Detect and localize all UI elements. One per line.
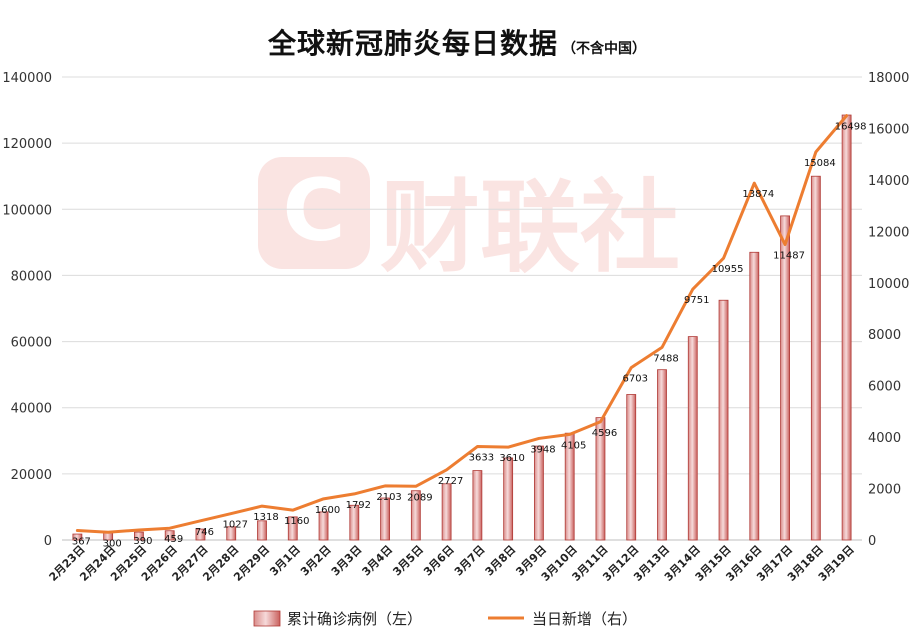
watermark: C 财联社 xyxy=(258,157,680,286)
legend-bar-swatch xyxy=(253,610,281,627)
bar xyxy=(472,470,483,541)
bar xyxy=(595,417,606,541)
watermark-logo-icon xyxy=(258,157,370,269)
y-right-tick-label: 2000 xyxy=(868,483,901,498)
bar xyxy=(441,483,452,541)
bar xyxy=(349,504,360,541)
line-data-label: 16498 xyxy=(835,122,867,133)
x-tick-label: 3月7日 xyxy=(452,543,488,579)
line-data-label: 1600 xyxy=(315,505,340,516)
x-tick-label: 3月3日 xyxy=(329,543,365,579)
line-data-label: 2089 xyxy=(407,492,432,503)
x-tick-label: 3月4日 xyxy=(360,543,396,579)
line-data-label: 11487 xyxy=(773,251,805,262)
watermark-text: 财联社 xyxy=(380,169,680,286)
line-data-label: 459 xyxy=(164,534,183,545)
y-right-tick-label: 10000 xyxy=(868,277,909,292)
y-right-tick-label: 14000 xyxy=(868,174,909,189)
y-left-tick-label: 80000 xyxy=(11,269,52,284)
line-data-label: 3633 xyxy=(469,453,494,464)
y-left-tick-label: 120000 xyxy=(2,137,52,152)
y-right-tick-label: 0 xyxy=(868,534,876,549)
y-right-tick-label: 18000 xyxy=(868,71,909,86)
bar xyxy=(195,528,206,541)
bar xyxy=(380,497,390,541)
chart-subtitle: （不含中国） xyxy=(562,41,646,57)
bar xyxy=(687,336,698,541)
line-data-label: 300 xyxy=(103,538,122,549)
x-tick-label: 3月5日 xyxy=(390,543,426,579)
y-right-tick-label: 12000 xyxy=(868,225,909,240)
bar xyxy=(780,215,790,541)
bar xyxy=(841,114,852,541)
y-left-tick-label: 40000 xyxy=(11,402,52,417)
line-data-label: 1792 xyxy=(346,500,371,511)
line-series xyxy=(75,114,849,534)
bar xyxy=(749,251,760,541)
bar xyxy=(503,457,514,541)
y-left-tick-label: 140000 xyxy=(2,71,52,86)
y-left-tick-label: 100000 xyxy=(2,203,52,218)
bar xyxy=(810,175,821,541)
y-right-tick-label: 16000 xyxy=(868,122,909,137)
line-data-label: 10955 xyxy=(712,264,744,275)
bar xyxy=(226,526,237,541)
chart-title-block: 全球新冠肺炎每日数据 （不含中国） xyxy=(0,22,914,62)
y-left-tick-label: 0 xyxy=(44,534,52,549)
line-data-label: 7488 xyxy=(653,353,678,364)
bar xyxy=(134,531,144,541)
y-right-tick-label: 4000 xyxy=(868,431,901,446)
bar xyxy=(287,516,298,541)
line-data-label: 390 xyxy=(133,536,152,547)
line-data-label: 2727 xyxy=(438,476,463,487)
x-axis: 2月23日2月24日2月25日2月26日2月27日2月28日2月29日3月1日3… xyxy=(47,543,857,584)
line-data-label: 2103 xyxy=(376,492,401,503)
bar xyxy=(534,445,544,541)
line-data-label: 1318 xyxy=(253,512,278,523)
bar xyxy=(410,490,421,541)
line-data-label: 9751 xyxy=(684,295,709,306)
line-data-label: 4105 xyxy=(561,440,586,451)
bar xyxy=(318,511,329,541)
x-tick-label: 3月2日 xyxy=(298,543,334,579)
line-data-label: 1027 xyxy=(223,520,248,531)
grid xyxy=(62,76,862,541)
y-axis-left: 0 20000 40000 60000 80000 100000 120000 140000 xyxy=(2,71,52,549)
bar xyxy=(718,299,729,541)
y-right-tick-label: 6000 xyxy=(868,380,901,395)
legend-bar-label: 累计确诊病例（左） xyxy=(287,610,422,628)
bar xyxy=(626,394,637,541)
line-data-labels: 367 300 390 459 746 1027 1318 1160 1600 1792 2103 2… xyxy=(72,122,867,550)
bar xyxy=(657,369,667,541)
y-right-tick-label: 8000 xyxy=(868,328,901,343)
bar xyxy=(164,530,175,541)
line-data-label: 4596 xyxy=(592,428,617,439)
line-data-label: 6703 xyxy=(623,374,648,385)
x-tick-label: 3月1日 xyxy=(267,543,303,579)
legend-line-label: 当日新增（右） xyxy=(532,610,637,628)
line-data-label: 13874 xyxy=(742,189,774,200)
line-data-label: 3610 xyxy=(499,453,524,464)
y-left-tick-label: 60000 xyxy=(11,336,52,351)
line-data-label: 15084 xyxy=(804,158,836,169)
y-left-tick-label: 20000 xyxy=(11,468,52,483)
x-tick-label: 3月8日 xyxy=(483,543,519,579)
legend: 累计确诊病例（左） 当日新增（右） xyxy=(253,610,637,628)
series-line xyxy=(75,114,849,534)
x-tick-label: 3月6日 xyxy=(421,543,457,579)
y-axis-right: 0 2000 4000 6000 8000 10000 12000 14000 16000 180… xyxy=(868,71,909,549)
line-data-label: 3948 xyxy=(530,444,555,455)
line-data-label: 1160 xyxy=(284,516,309,527)
bar xyxy=(72,533,83,541)
chart-title: 全球新冠肺炎每日数据 xyxy=(267,27,558,60)
line-data-label: 367 xyxy=(72,537,91,548)
line-data-label: 746 xyxy=(195,527,214,538)
bar-series xyxy=(72,114,852,541)
bar xyxy=(257,520,267,541)
watermark-logo-letter: C xyxy=(282,161,345,261)
